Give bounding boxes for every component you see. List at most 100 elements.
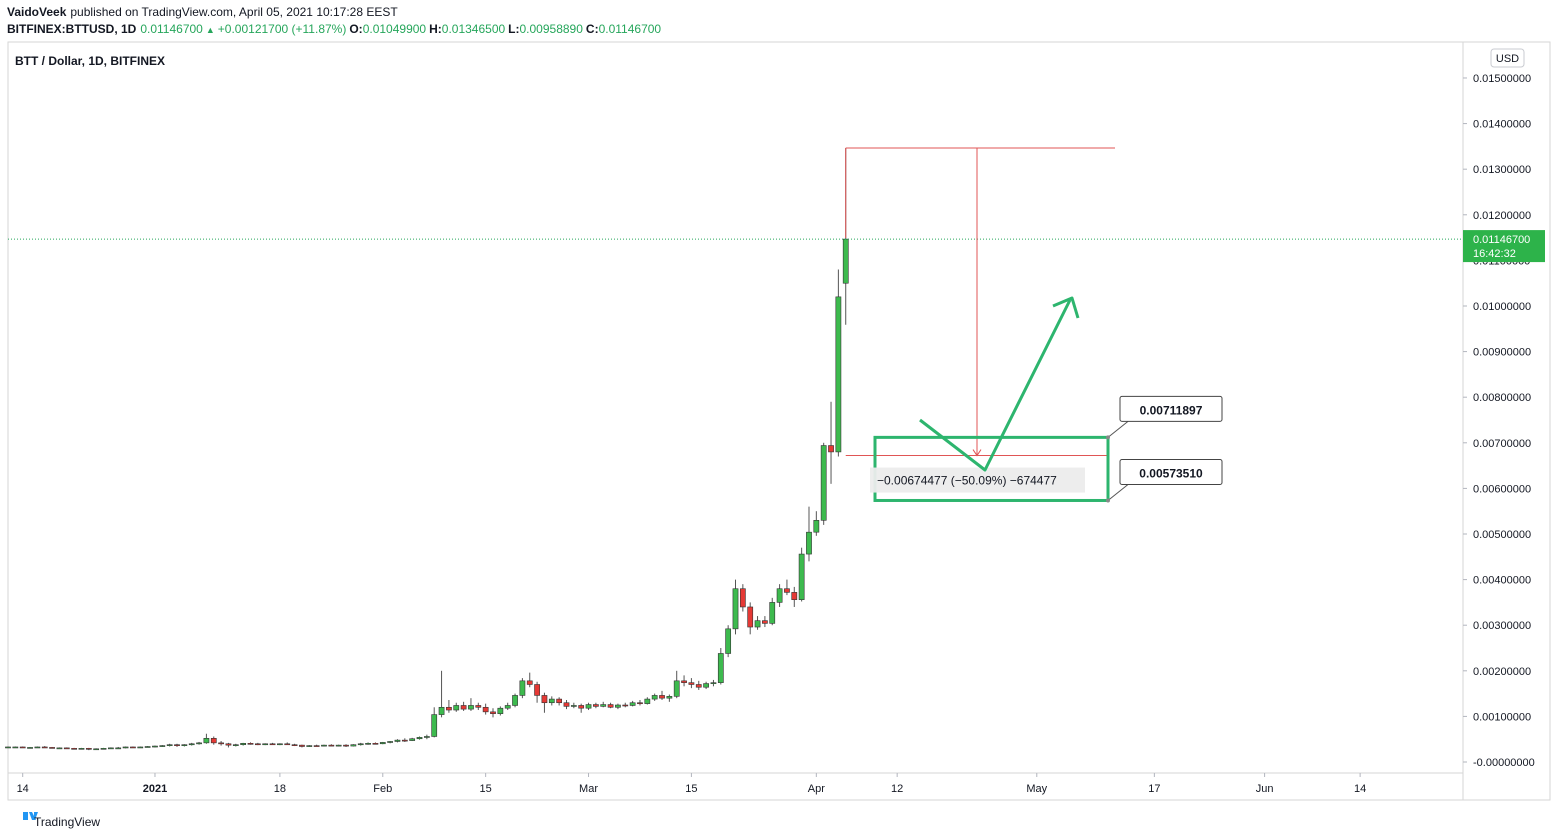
y-tick-label: 0.01200000 xyxy=(1473,210,1531,222)
candle-body xyxy=(460,705,467,710)
header-line-2: BITFINEX:BTTUSD, 1D 0.01146700 ▲ +0.0012170… xyxy=(7,22,661,36)
callout-anchor xyxy=(1106,498,1110,503)
candle-body xyxy=(688,682,695,685)
ohlc-key: H: xyxy=(429,22,442,36)
candle-body xyxy=(5,746,11,749)
candle-body xyxy=(401,739,408,742)
candle-body xyxy=(321,744,327,747)
x-tick-label: 14 xyxy=(1354,783,1366,795)
x-tick-label: Mar xyxy=(579,783,598,795)
currency-box[interactable] xyxy=(1490,48,1525,68)
candle-body xyxy=(644,698,651,704)
y-tick-label: -0.00000000 xyxy=(1473,757,1535,769)
green-arrow xyxy=(919,296,1080,472)
candle-body xyxy=(372,743,379,745)
candle-body xyxy=(328,744,335,747)
countdown: 16:42:32 xyxy=(1473,248,1516,260)
candle-body xyxy=(188,743,195,746)
candle-body xyxy=(629,702,636,706)
callout-box xyxy=(1119,458,1223,485)
candle-body xyxy=(63,747,70,750)
candle-body xyxy=(475,705,482,708)
x-tick-label: Apr xyxy=(808,783,825,795)
candle-body xyxy=(806,531,812,555)
candle-body xyxy=(291,744,298,746)
candle-body xyxy=(357,743,364,746)
y-tick-label: 0.00700000 xyxy=(1473,438,1531,450)
ohlc-value: 0.01146700 xyxy=(599,22,662,36)
last-price-label: 0.01146700 xyxy=(1473,234,1530,246)
x-tick-label: May xyxy=(1026,783,1047,795)
candle-body xyxy=(762,620,768,624)
callout-label: 0.00573510 xyxy=(1139,466,1203,480)
candle-body xyxy=(416,737,423,740)
candle-body xyxy=(622,704,629,707)
candle-body xyxy=(269,743,276,746)
candle-body xyxy=(394,739,401,742)
candle-body xyxy=(578,705,585,709)
callout-label: 0.00711897 xyxy=(1140,403,1203,417)
candle-body xyxy=(343,744,349,747)
candle-body xyxy=(747,606,754,628)
candle-body xyxy=(769,602,776,624)
candle-body xyxy=(174,744,180,746)
candle-body xyxy=(49,747,55,749)
candle-body xyxy=(453,705,460,711)
candle-body xyxy=(166,744,173,746)
x-tick-label: Jun xyxy=(1256,783,1274,795)
candle-body xyxy=(108,747,114,750)
candle-body xyxy=(85,748,92,750)
candle-body xyxy=(93,748,100,751)
y-tick-label: 0.00600000 xyxy=(1473,483,1531,495)
candle-body xyxy=(541,695,548,704)
ohlc-key: O: xyxy=(349,22,362,36)
y-tick-label: 0.01300000 xyxy=(1473,164,1531,176)
candle-body xyxy=(78,748,85,750)
candle-body xyxy=(548,698,555,704)
x-tick-label: 15 xyxy=(480,783,492,795)
candle-body xyxy=(659,695,665,699)
brand: TradingView xyxy=(34,815,100,829)
candle-body xyxy=(512,695,518,706)
x-tick-label: 2021 xyxy=(143,783,167,795)
candle-body xyxy=(607,704,614,708)
measure-label-box xyxy=(870,467,1085,493)
candle-body xyxy=(203,737,210,744)
x-tick-label: 17 xyxy=(1148,783,1160,795)
candle-body xyxy=(423,736,430,738)
candle-body xyxy=(277,743,283,746)
y-tick-label: 0.00500000 xyxy=(1473,529,1531,541)
candle-body xyxy=(556,698,563,704)
y-tick-label: 0.00400000 xyxy=(1473,575,1531,587)
candle-body xyxy=(34,746,41,749)
candle-body xyxy=(570,705,577,707)
candle-body xyxy=(387,741,393,743)
callout-box xyxy=(1119,395,1223,422)
candle-body xyxy=(534,684,540,696)
candle-body xyxy=(754,620,761,628)
arrow: ▲ xyxy=(206,25,215,35)
callout-pointer xyxy=(1107,484,1129,501)
y-tick-label: 0.00800000 xyxy=(1473,392,1531,404)
candle-body xyxy=(615,704,621,708)
candle-body xyxy=(210,737,217,744)
x-tick-label: 12 xyxy=(891,783,903,795)
y-tick-label: 0.00300000 xyxy=(1473,620,1531,632)
ohlc-value: 0.01346500 xyxy=(442,22,506,36)
candle-body xyxy=(299,744,305,747)
ohlc-value: 0.00958890 xyxy=(520,22,584,36)
candle-body xyxy=(12,746,19,749)
candle-body xyxy=(313,745,320,747)
candle-body xyxy=(651,695,658,700)
candle-body xyxy=(666,696,673,699)
candle-body xyxy=(438,706,445,715)
candle-body xyxy=(409,738,416,741)
callout-pointer xyxy=(1107,420,1129,438)
candle-body xyxy=(115,747,122,750)
candle-body xyxy=(600,704,607,707)
currency: USD xyxy=(1496,53,1519,65)
candle-body xyxy=(262,743,269,746)
callout-anchor xyxy=(1106,435,1110,440)
symbol: BITFINEX:BTTUSD, 1D xyxy=(7,22,137,36)
